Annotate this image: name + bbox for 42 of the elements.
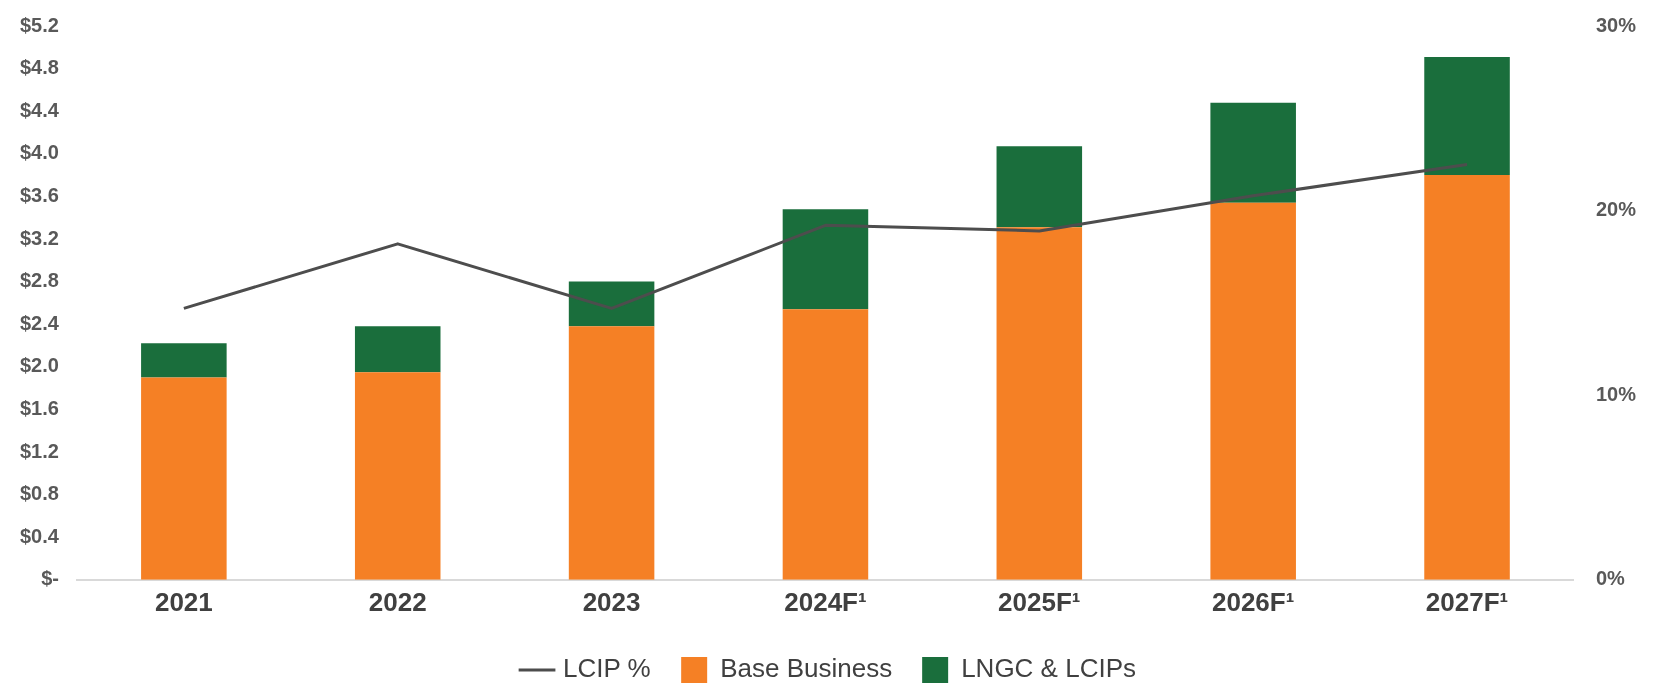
y-tick-label: $3.2 xyxy=(19,226,59,249)
y-tick-label: $2.0 xyxy=(19,354,59,377)
y2-tick-label: 0% xyxy=(1595,567,1626,590)
y-tick-label: $- xyxy=(41,567,59,590)
bar xyxy=(568,281,655,327)
y-tick-label: $3.6 xyxy=(19,183,59,206)
x-tick-label: 2022 xyxy=(368,586,427,617)
bar xyxy=(141,343,227,378)
x-tick-label: 2023 xyxy=(582,586,641,617)
bar xyxy=(354,326,441,373)
bar xyxy=(1210,202,1296,580)
bar xyxy=(1424,175,1510,580)
y2-tick-label: 20% xyxy=(1595,198,1637,221)
bar xyxy=(354,372,441,580)
y2-tick-label: 10% xyxy=(1595,382,1637,405)
legend-label: Base Business xyxy=(720,653,893,684)
y-tick-label: $2.8 xyxy=(19,269,59,292)
x-tick-label: 2026F¹ xyxy=(1211,586,1295,617)
x-tick-label: 2027F¹ xyxy=(1425,586,1509,617)
y2-tick-label: 30% xyxy=(1595,13,1637,36)
y-tick-label: $5.2 xyxy=(19,13,59,36)
x-tick-label: 2021 xyxy=(154,586,213,617)
y-tick-label: $4.8 xyxy=(19,56,59,79)
y-tick-label: $1.6 xyxy=(19,396,59,419)
y-tick-label: $1.2 xyxy=(19,439,59,462)
bar xyxy=(1210,102,1296,203)
y-tick-label: $4.4 xyxy=(19,98,60,121)
bar xyxy=(141,377,227,580)
y-tick-label: $0.4 xyxy=(19,524,60,547)
x-tick-label: 2024F¹ xyxy=(784,586,867,617)
bar xyxy=(782,309,869,580)
bar xyxy=(782,209,869,310)
y-tick-label: $2.4 xyxy=(19,311,60,334)
bar xyxy=(1424,56,1510,176)
bar xyxy=(996,227,1083,580)
y-tick-label: $4.0 xyxy=(19,141,59,164)
y-tick-label: $0.8 xyxy=(19,482,59,505)
x-tick-label: 2025F¹ xyxy=(998,586,1081,617)
bar xyxy=(568,326,655,580)
legend-label: LCIP % xyxy=(563,653,651,684)
legend-label: LNGC & LCIPs xyxy=(961,653,1136,684)
bar xyxy=(996,146,1083,228)
